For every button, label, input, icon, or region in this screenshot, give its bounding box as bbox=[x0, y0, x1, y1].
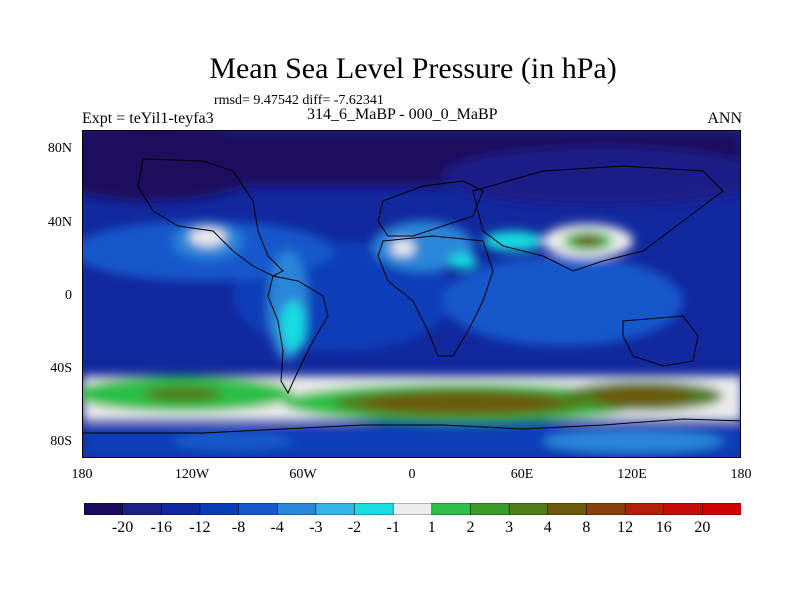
colorbar-label: 1 bbox=[427, 519, 436, 536]
lat-label-40s: 40S bbox=[50, 361, 72, 376]
asia-high-core bbox=[573, 235, 603, 247]
colorbar-label: -2 bbox=[347, 519, 362, 536]
colorbar-label: 3 bbox=[505, 519, 514, 536]
lat-label-0: 0 bbox=[65, 288, 72, 303]
colorbar-swatch bbox=[431, 503, 472, 515]
lon-label-120w: 120W bbox=[174, 467, 210, 482]
coastlines bbox=[83, 158, 740, 434]
antarctica-outline bbox=[83, 418, 740, 434]
lon-label-180w: 180 bbox=[71, 467, 93, 482]
colorbar-label: 8 bbox=[582, 519, 591, 536]
colorbar-swatch bbox=[624, 503, 665, 515]
asia-outline bbox=[472, 165, 724, 272]
europe-outline bbox=[377, 180, 484, 237]
indian-ocean-field bbox=[443, 256, 683, 346]
lon-label-0: 0 bbox=[408, 467, 416, 482]
lon-label-120e: 120E bbox=[617, 467, 647, 482]
colorbar-label: 20 bbox=[694, 519, 711, 536]
chart-title: Mean Sea Level Pressure (in hPa) bbox=[209, 52, 617, 85]
colorbar-swatch bbox=[586, 503, 626, 515]
colorbar-swatch bbox=[122, 503, 163, 515]
stats-text: rmsd= 9.47542 diff= -7.62341 bbox=[214, 93, 384, 108]
colorbar-label: -1 bbox=[386, 519, 400, 536]
colorbar-swatch bbox=[84, 503, 124, 515]
colorbar bbox=[84, 503, 741, 515]
iberia-high bbox=[391, 240, 415, 256]
lat-label-80n: 80N bbox=[47, 141, 72, 156]
colorbar-label: 2 bbox=[466, 519, 475, 536]
map-panel bbox=[82, 130, 741, 458]
colorbar-swatch bbox=[547, 503, 588, 515]
colorbar-label: -16 bbox=[150, 519, 172, 536]
south-america-core bbox=[281, 301, 305, 351]
lon-label-60w: 60W bbox=[289, 467, 317, 482]
australia-outline bbox=[622, 315, 699, 367]
africa-outline bbox=[377, 235, 494, 357]
colorbar-label: 16 bbox=[655, 519, 672, 536]
colorbar-label: -3 bbox=[309, 519, 323, 536]
south-america-outline bbox=[267, 275, 329, 395]
colorbar-swatch bbox=[392, 503, 433, 515]
lat-label-80s: 80S bbox=[50, 434, 72, 449]
arctic-low-east bbox=[443, 146, 740, 206]
colorbar-swatch bbox=[199, 503, 240, 515]
contour-map bbox=[83, 131, 740, 457]
southern-high-east-core bbox=[593, 386, 693, 406]
lon-label-60e: 60E bbox=[510, 467, 534, 482]
southern-high-central-core bbox=[363, 391, 563, 415]
comparison-label: 314_6_MaBP - 000_0_MaBP bbox=[307, 106, 498, 123]
colorbar-swatch bbox=[702, 503, 741, 515]
colorbar-swatch bbox=[276, 503, 317, 515]
colorbar-label: -8 bbox=[231, 519, 246, 536]
arctic-low-west bbox=[83, 131, 273, 201]
colorbar-swatch bbox=[315, 503, 356, 515]
europe-field bbox=[373, 221, 473, 271]
antarctic-west-field bbox=[173, 431, 293, 451]
colorbar-swatch bbox=[354, 503, 394, 515]
southern-high-west-core bbox=[143, 386, 223, 402]
antarctic-east-field bbox=[543, 429, 723, 453]
lat-label-40n: 40N bbox=[47, 215, 72, 230]
experiment-label: Expt = teYil1-teyfa3 bbox=[82, 110, 214, 127]
season-label: ANN bbox=[707, 110, 742, 127]
colorbar-label: -4 bbox=[270, 519, 284, 536]
colorbar-label: 4 bbox=[543, 519, 552, 536]
colorbar-label: -12 bbox=[189, 519, 211, 536]
lon-label-180e: 180 bbox=[730, 467, 752, 482]
colorbar-swatch bbox=[470, 503, 510, 515]
africa-north-high bbox=[449, 253, 477, 269]
colorbar-label: 12 bbox=[617, 519, 634, 536]
colorbar-swatch bbox=[663, 503, 704, 515]
middle-east-field bbox=[483, 231, 543, 251]
colorbar-label: -20 bbox=[111, 519, 134, 536]
colorbar-swatch bbox=[161, 503, 201, 515]
colorbar-swatch bbox=[238, 503, 278, 515]
colorbar-swatch bbox=[508, 503, 549, 515]
north-america-high bbox=[190, 228, 226, 246]
